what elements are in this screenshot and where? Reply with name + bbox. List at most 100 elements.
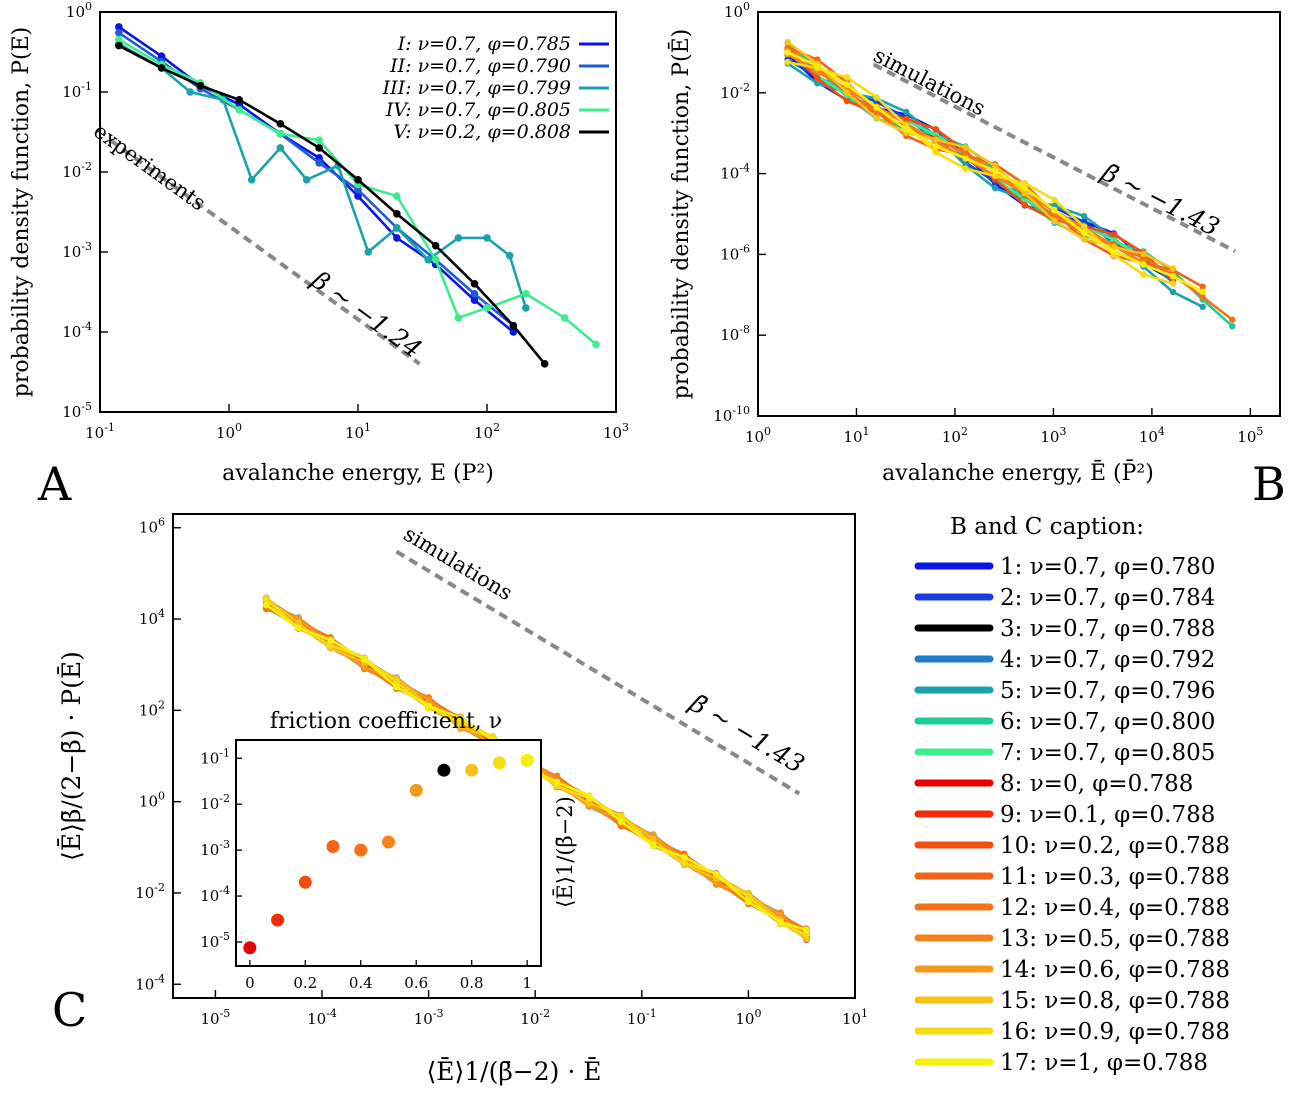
y-tick-label: 100 [139,790,165,811]
data-point [431,241,440,250]
data-point [393,210,401,218]
data-point [991,184,999,192]
panel-c-inset: 0 0.2 0.4 0.6 0.8 1 10-5 10-4 10-3 10-2 10-1 frict… [200,709,577,992]
data-point [235,105,244,114]
y-tick-label: 10-1 [62,80,92,101]
x-tick-label: 105 [1237,425,1263,446]
data-point [585,799,593,807]
data-point [1021,201,1028,209]
data-point [354,175,362,184]
inset-point [298,875,312,889]
data-point [431,255,440,264]
data-point [470,296,479,304]
caption-item-label: 5: ν=0.7, φ=0.796 [1000,678,1215,704]
data-point [680,859,688,866]
data-point [745,898,752,906]
series-line [786,41,1174,270]
caption-item-label: 10: ν=0.2, φ=0.788 [1000,833,1230,859]
legend-entry-label: II: ν=0.7, φ=0.790 [389,55,571,77]
panel-c: 10-5 10-4 10-3 10-2 10-1 100 101 10-4 10-2 100 102… [52,513,868,1086]
data-point [115,23,123,31]
x-tick-label: 101 [843,425,869,446]
caption-item-label: 14: ν=0.6, φ=0.788 [1000,957,1230,983]
panel-a: 10-1 100 101 102 10310-510-410-310-210-1100 … [9,0,629,511]
inset-x-tick-label: 0 [245,974,255,992]
inset-y-tick-label: 10-4 [200,884,230,905]
data-point [784,58,791,66]
data-point [457,723,465,731]
inset-point [437,763,451,777]
x-tick-label: 102 [942,425,968,446]
y-tick-label: 102 [139,698,165,719]
data-point [302,175,311,184]
data-point [483,304,491,312]
caption-legend: B and C caption: 1: ν=0.7, φ=0.780 2: ν=0… [914,514,1230,1076]
data-point [196,81,205,90]
panel-label-b: B [1252,457,1286,511]
data-point [235,95,244,104]
panel-b: 100 101 102 103 104 105 10-10 10-8 10-6 10-4 10-2 1… [668,0,1286,511]
data-point [276,144,285,152]
data-point [1051,206,1058,214]
y-tick-label: 10-5 [62,400,92,421]
data-point [1080,212,1088,220]
data-point [843,74,851,81]
caption-item-label: 6: ν=0.7, φ=0.800 [1000,709,1215,735]
data-point [873,114,880,122]
inset-point [271,913,285,927]
data-point [784,49,791,56]
data-point [1140,261,1147,268]
data-point [354,185,362,194]
data-point [1051,217,1058,225]
panel-c-frame [172,513,856,999]
data-point [1169,273,1177,280]
data-point [1021,179,1028,187]
data-point [1021,184,1028,192]
data-point [777,918,784,926]
data-point [680,853,688,861]
data-point [1169,288,1177,296]
guide-label: experiments [89,119,210,216]
y-tick-label: 10-2 [720,81,750,102]
inset-x-tick-label: 0.2 [293,974,317,992]
legend-entry-label: III: ν=0.7, φ=0.799 [382,77,571,99]
data-point [932,136,940,143]
guide-exponent-label: β̄ ∼ −1.43 [684,688,809,779]
x-tick-label: 101 [842,1007,868,1028]
data-point [393,678,400,686]
data-point [470,280,479,288]
data-point [814,80,821,87]
inset-title: friction coefficient, ν [270,709,502,734]
inset-point [520,753,534,767]
data-point [315,144,323,152]
data-point [1110,248,1117,255]
x-tick-label: 10-1 [85,421,115,442]
inset-point [243,941,257,955]
data-point [276,120,285,128]
caption-item-label: 13: ν=0.5, φ=0.788 [1000,926,1230,952]
x-tick-label: 10-2 [520,1007,550,1028]
panel-label-c: C [52,983,87,1037]
data-point [802,926,810,934]
y-tick-label: 10-8 [720,323,750,344]
guide-exponent-label: β̄ ∼ −1.43 [1096,157,1224,242]
inset-y-tick-label: 10-5 [200,930,230,951]
data-point [247,175,256,184]
data-point [424,255,432,264]
data-point [115,41,123,50]
data-point [454,234,463,242]
y-tick-label: 104 [139,607,165,628]
data-point [843,81,851,88]
data-point [712,879,720,887]
inset-x-tick-label: 0.8 [460,974,484,992]
panel-b-xlabel: avalanche energy, Ē (P̄²) [882,459,1154,486]
data-point [276,130,285,138]
data-point [745,893,752,901]
data-point [932,125,940,133]
y-tick-label: 10-4 [720,162,750,183]
panel-b-ylabel: probability density function, P(Ē) [668,29,694,399]
data-point [522,304,530,312]
x-tick-label: 103 [603,421,629,442]
caption-item-label: 15: ν=0.8, φ=0.788 [1000,988,1230,1014]
data-point [802,931,810,939]
